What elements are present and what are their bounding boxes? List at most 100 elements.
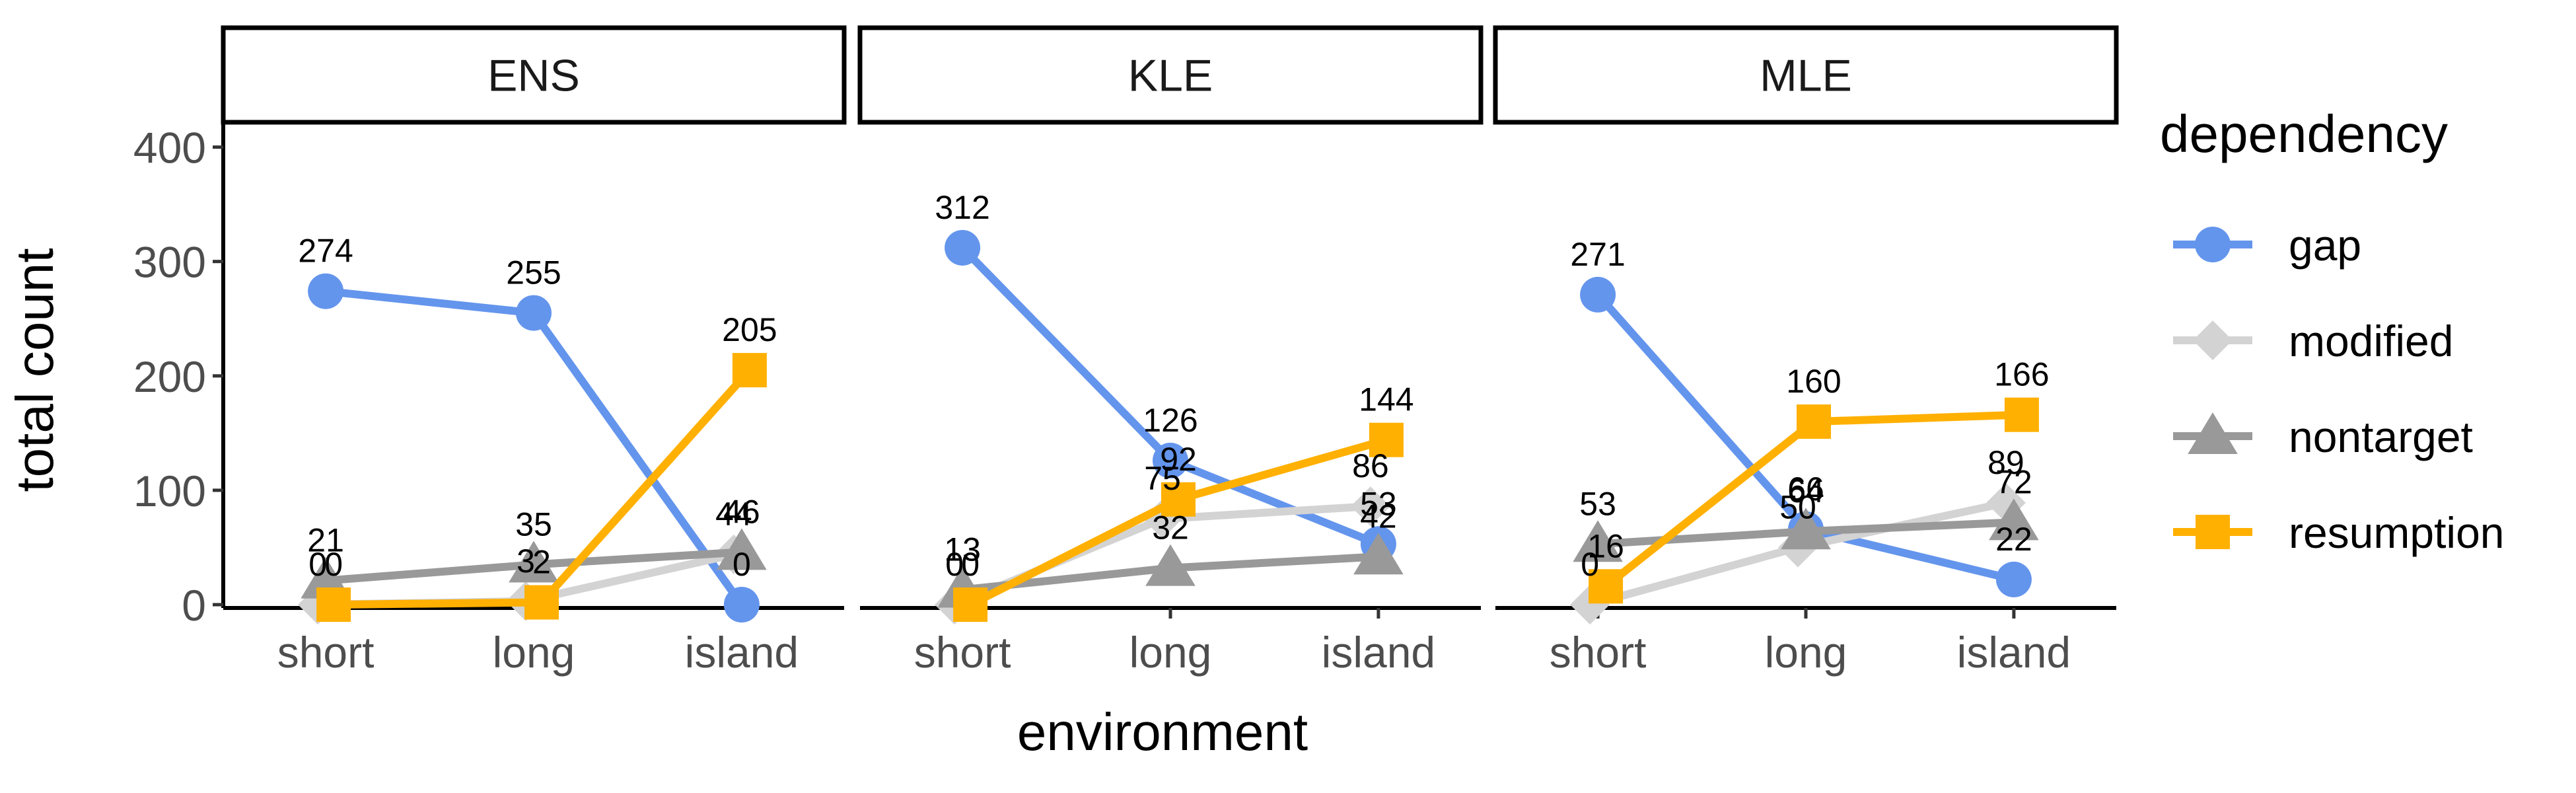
- data-label-resumption: 16: [1587, 527, 1624, 564]
- data-label-resumption: 144: [1359, 381, 1413, 418]
- data-label-nontarget: 53: [1579, 485, 1616, 522]
- legend-key-diamond-icon: [2193, 321, 2233, 360]
- facet-strip: [221, 25, 847, 125]
- facet-strip: [1493, 25, 2119, 125]
- data-label-nontarget: 64: [1787, 472, 1824, 510]
- data-point-nontarget: [1989, 498, 2039, 541]
- data-label-nontarget: 42: [1360, 498, 1397, 535]
- data-label-gap: 0: [733, 546, 751, 583]
- legend-title: dependency: [2160, 104, 2448, 163]
- legend-key-triangle-icon: [2188, 412, 2238, 454]
- data-point-resumption: [1797, 404, 1831, 439]
- data-label-gap: 274: [298, 233, 353, 270]
- panel-mle: MLE short long island 271 66 22 0 50 89 53 64 72 16 16…: [1493, 25, 2119, 677]
- data-label-nontarget: 35: [515, 506, 552, 543]
- legend-key-square-icon: [2196, 515, 2230, 549]
- data-label-gap: 53: [1360, 485, 1397, 522]
- data-point-resumption: [953, 587, 988, 622]
- panel-kle: KLE short long island 312 126 53 0 75 86 13 32 42 0 92…: [857, 25, 1484, 677]
- facet-strip: [857, 25, 1484, 125]
- data-label-nontarget: 13: [944, 531, 981, 568]
- data-label-gap: 271: [1570, 236, 1625, 273]
- y-tick-label: 300: [133, 238, 206, 287]
- data-label-modified: 86: [1352, 447, 1389, 484]
- data-point-resumption: [2004, 397, 2039, 432]
- data-point-gap: [1153, 442, 1188, 478]
- data-label-resumption: 0: [324, 546, 343, 583]
- x-tick-label: long: [1765, 628, 1847, 677]
- y-tick-label: 400: [133, 124, 206, 172]
- data-point-gap: [308, 273, 344, 309]
- data-point-nontarget: [717, 528, 767, 570]
- data-point-gap: [516, 295, 552, 331]
- data-point-resumption: [524, 585, 559, 620]
- data-point-nontarget: [1573, 520, 1623, 562]
- data-label-resumption: 2: [532, 544, 551, 581]
- data-label-gap: 22: [1995, 521, 2032, 558]
- x-tick-label: island: [685, 628, 799, 677]
- x-axis-title: environment: [1017, 702, 1308, 761]
- data-point-nontarget: [1145, 544, 1196, 586]
- data-label-nontarget: 32: [1152, 510, 1189, 547]
- data-label-modified: 50: [1779, 488, 1816, 525]
- data-label-nontarget: 21: [307, 522, 344, 559]
- x-tick-label: island: [1957, 628, 2071, 677]
- data-point-nontarget: [1353, 533, 1404, 575]
- data-label-modified: 89: [1987, 444, 2024, 481]
- data-label-modified: 3: [517, 543, 535, 580]
- data-point-modified: [1350, 486, 1390, 527]
- data-label-modified: 75: [1144, 460, 1181, 497]
- data-label-modified: 0: [1581, 546, 1599, 583]
- x-tick-label: island: [1322, 628, 1435, 677]
- data-label-modified: 0: [308, 546, 327, 583]
- y-tick-label: 0: [182, 581, 206, 630]
- x-tick-label: short: [914, 628, 1011, 677]
- legend-item-resumption: resumption: [2173, 508, 2505, 557]
- data-point-nontarget: [1781, 508, 1831, 550]
- data-label-gap: 126: [1143, 402, 1198, 439]
- data-point-resumption: [1161, 482, 1196, 517]
- x-tick-label: long: [1129, 628, 1212, 677]
- data-point-nontarget: [509, 541, 559, 583]
- data-point-resumption: [1589, 569, 1624, 604]
- facet-label: MLE: [1760, 51, 1852, 101]
- data-point-gap: [945, 229, 981, 266]
- legend: dependency gap modified nontarget resumptio…: [2160, 104, 2505, 557]
- data-label-modified: 44: [715, 496, 752, 533]
- legend-item-modified: modified: [2173, 317, 2453, 365]
- data-point-resumption: [732, 353, 767, 388]
- data-point-gap: [1580, 276, 1616, 313]
- data-label-gap: 66: [1787, 471, 1824, 508]
- facet-label: KLE: [1128, 51, 1213, 101]
- x-tick-label: long: [493, 628, 575, 677]
- data-point-resumption: [316, 587, 351, 622]
- legend-label: modified: [2289, 317, 2453, 365]
- y-tick-label: 100: [133, 467, 206, 515]
- data-point-gap: [723, 587, 760, 623]
- data-label-resumption: 166: [1994, 356, 2049, 393]
- facet-label: ENS: [487, 51, 580, 101]
- legend-item-gap: gap: [2173, 221, 2361, 270]
- data-label-resumption: 0: [961, 546, 980, 583]
- legend-label: nontarget: [2289, 412, 2473, 461]
- data-label-modified: 0: [945, 546, 964, 583]
- data-point-gap: [1995, 561, 2032, 597]
- data-label-gap: 255: [506, 254, 561, 291]
- data-label-nontarget: 72: [1995, 463, 2032, 500]
- data-label-gap: 312: [935, 189, 989, 226]
- y-tick-label: 200: [133, 352, 206, 401]
- legend-item-nontarget: nontarget: [2173, 412, 2473, 461]
- y-axis-title: total count: [5, 248, 64, 492]
- legend-key-circle-icon: [2195, 227, 2231, 262]
- legend-label: resumption: [2289, 508, 2505, 557]
- data-label-nontarget: 46: [723, 493, 760, 530]
- data-label-resumption: 160: [1786, 363, 1841, 400]
- legend-label: gap: [2289, 221, 2361, 270]
- data-label-resumption: 205: [722, 311, 777, 348]
- data-point-resumption: [1369, 422, 1404, 457]
- data-label-resumption: 92: [1160, 441, 1197, 478]
